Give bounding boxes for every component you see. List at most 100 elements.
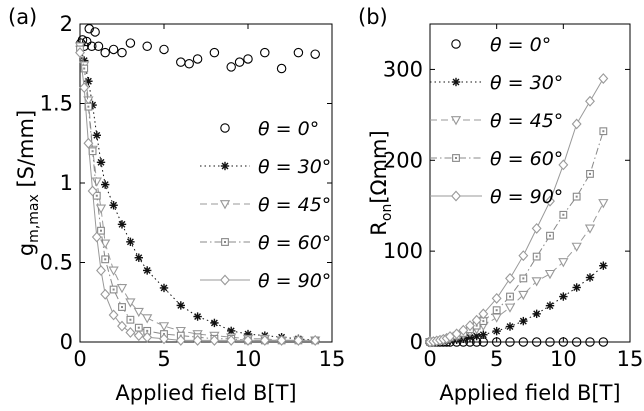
data-point <box>226 334 237 346</box>
y-tick-label: 2 <box>60 12 73 36</box>
data-point <box>492 326 501 336</box>
series-theta-45 <box>424 199 609 348</box>
data-point <box>93 41 104 52</box>
x-tick-label: 10 <box>235 347 262 371</box>
data-point <box>260 47 270 58</box>
legend-item-theta-45: θ = 45° <box>430 110 563 132</box>
data-point <box>505 322 515 331</box>
data-point <box>87 185 98 197</box>
data-point <box>83 137 94 149</box>
y-axis-label: gm,max [S/mm] <box>14 110 42 256</box>
data-point <box>504 303 516 313</box>
data-point <box>293 334 304 346</box>
data-point <box>84 77 93 86</box>
data-point <box>84 24 94 34</box>
legend-item-theta-0: θ = 0° <box>451 34 551 56</box>
y-tick-label: 1.5 <box>40 92 73 116</box>
data-point <box>276 63 287 74</box>
data-point <box>531 277 542 287</box>
data-point <box>159 283 169 293</box>
data-point <box>226 62 236 72</box>
data-point <box>531 222 542 234</box>
legend: θ = 0° θ = 30° θ = 45° θ = 60° θ = 90° <box>200 118 331 292</box>
data-point <box>81 36 92 47</box>
legend-label: θ = 30° <box>258 156 331 178</box>
data-point <box>585 95 595 107</box>
legend-item-theta-90: θ = 90° <box>200 270 331 292</box>
data-point <box>572 283 581 292</box>
x-tick-label: 15 <box>617 347 644 371</box>
data-point <box>599 261 608 270</box>
data-point <box>159 44 169 55</box>
data-point <box>518 250 529 262</box>
x-tick-label: 0 <box>73 347 86 371</box>
plot-frame <box>429 23 631 343</box>
data-point <box>505 272 515 284</box>
panel-label: (a) <box>8 5 37 29</box>
data-point <box>95 204 107 214</box>
data-point <box>571 242 582 252</box>
panel-label: (b) <box>358 5 388 29</box>
data-point <box>519 316 528 326</box>
data-point <box>584 224 596 234</box>
legend-label: θ = 45° <box>490 110 563 132</box>
data-point <box>92 131 101 140</box>
legend-item-theta-45: θ = 45° <box>200 194 331 216</box>
legend-item-theta-60: θ = 60° <box>200 232 331 254</box>
series-theta-0 <box>76 24 320 74</box>
legend-marker <box>220 274 230 286</box>
y-tick-label: 0 <box>410 330 423 354</box>
data-point <box>531 337 542 347</box>
data-point <box>558 337 569 347</box>
legend-label: θ = 0° <box>258 118 319 140</box>
data-point <box>478 308 489 320</box>
legend-marker <box>219 200 231 210</box>
x-axis-label: Applied field B[T] <box>115 381 296 405</box>
legend-label: θ = 60° <box>258 232 331 254</box>
data-point <box>234 57 245 67</box>
data-point <box>116 284 128 294</box>
data-point <box>209 47 220 58</box>
x-axis-label: Applied field B[T] <box>439 381 620 405</box>
legend-marker <box>451 39 461 49</box>
data-point <box>176 301 185 310</box>
data-point <box>465 320 475 332</box>
y-tick-label: 0 <box>60 330 73 354</box>
data-point <box>471 314 482 326</box>
data-point <box>545 195 555 207</box>
data-point <box>293 47 304 58</box>
data-point <box>192 54 203 64</box>
data-point <box>558 258 569 268</box>
data-point <box>142 41 152 52</box>
data-point <box>159 333 169 345</box>
legend-label: θ = 30° <box>490 72 563 94</box>
legend-marker <box>220 161 230 171</box>
data-point <box>559 292 568 301</box>
data-point <box>100 288 111 300</box>
data-point <box>142 314 153 324</box>
data-point <box>445 331 455 342</box>
legend-item-theta-30: θ = 30° <box>200 156 331 178</box>
legend-label: θ = 45° <box>258 194 331 216</box>
data-point <box>117 320 127 332</box>
legend-label: θ = 90° <box>258 270 331 292</box>
data-point <box>544 269 556 280</box>
plot-frame <box>79 23 333 343</box>
data-point <box>75 47 85 59</box>
legend-item-theta-90: θ = 90° <box>430 186 563 208</box>
series-line <box>429 202 604 343</box>
data-point <box>133 307 144 318</box>
data-point <box>175 326 186 337</box>
data-point <box>79 82 90 94</box>
data-point <box>108 266 119 276</box>
data-point <box>101 180 110 189</box>
data-point <box>518 290 529 301</box>
data-point <box>91 231 102 243</box>
data-point <box>598 199 609 209</box>
y-tick-label: 0.5 <box>40 251 73 275</box>
data-point <box>571 337 582 347</box>
x-tick-label: 0 <box>423 347 436 371</box>
data-point <box>184 58 194 69</box>
data-point <box>125 298 136 308</box>
